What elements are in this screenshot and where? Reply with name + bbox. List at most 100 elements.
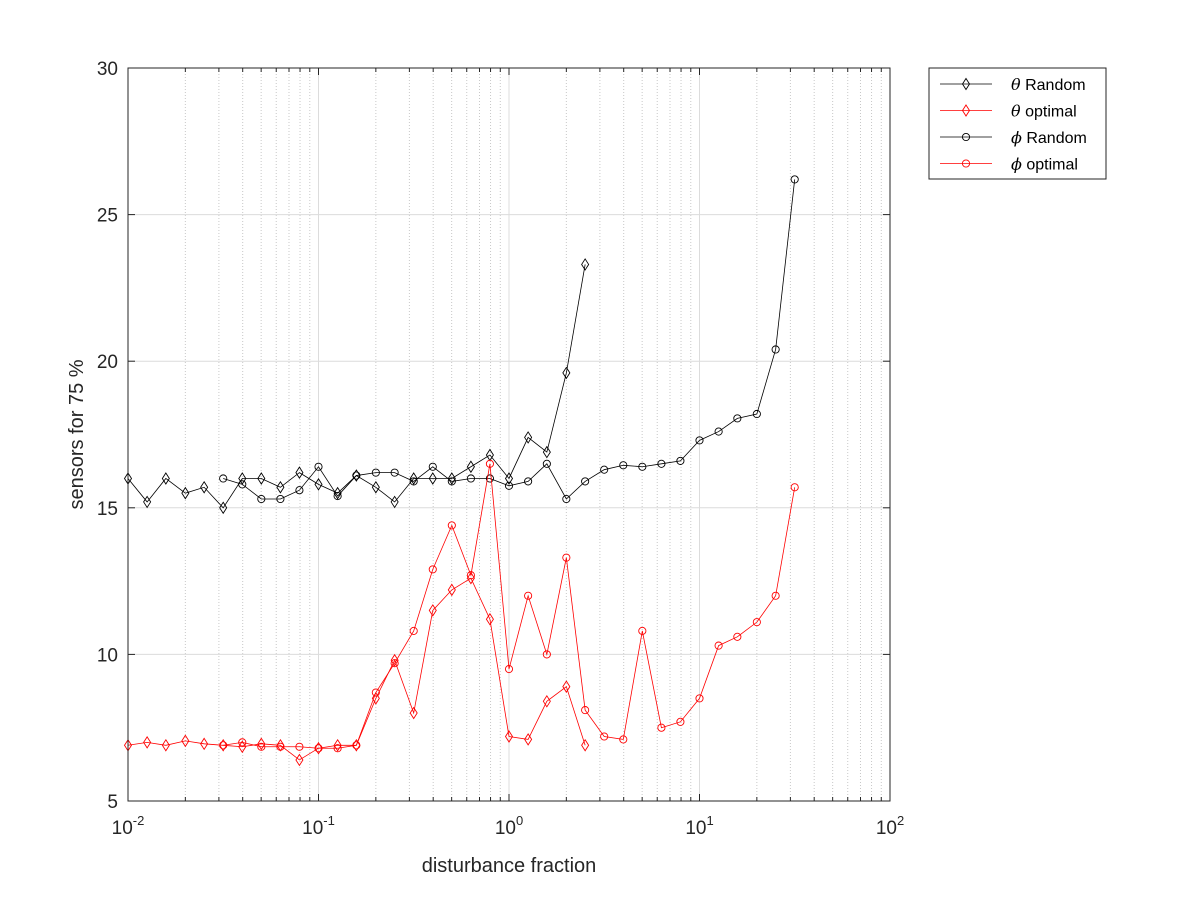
x-tick-label: 102 <box>876 813 904 839</box>
legend-marker-circle <box>961 159 971 168</box>
data-point <box>390 653 399 667</box>
data-point <box>562 494 571 504</box>
data-point <box>542 650 551 659</box>
data-point <box>790 175 799 184</box>
data-point <box>333 738 342 752</box>
x-tick-label-exponent: -1 <box>323 813 335 828</box>
data-point <box>581 738 590 752</box>
x-tick-label-exponent: 2 <box>897 813 904 828</box>
data-point <box>562 680 571 693</box>
data-point <box>524 591 533 600</box>
data-point <box>352 741 361 750</box>
axes-frame <box>127 67 891 802</box>
data-point <box>581 258 590 271</box>
data-point <box>314 744 323 753</box>
x-tick-label: 10-2 <box>112 813 145 839</box>
data-point <box>333 492 342 501</box>
data-point <box>485 612 494 626</box>
legend-marker-circle <box>961 132 971 142</box>
data-point <box>466 571 475 585</box>
data-point <box>295 486 304 495</box>
legend-label: ϕ optimal <box>1011 155 1078 174</box>
data-point <box>524 733 533 746</box>
series-2 <box>219 175 799 504</box>
data-point <box>219 738 228 752</box>
data-point <box>390 495 399 509</box>
data-point <box>619 735 628 744</box>
data-point <box>257 742 266 751</box>
data-point <box>181 734 190 748</box>
legend-entry: θ Random <box>940 75 1086 94</box>
data-point <box>638 462 647 471</box>
legend-label: θ Random <box>1011 75 1086 94</box>
legend-label-text: optimal <box>1021 104 1077 121</box>
data-point <box>390 659 399 668</box>
x-tick-label-exponent: 1 <box>706 813 713 828</box>
data-point <box>581 706 590 715</box>
y-tick-label: 25 <box>97 206 118 227</box>
legend-label: ϕ Random <box>1011 128 1087 147</box>
data-point <box>524 431 533 444</box>
legend-entry: θ optimal <box>940 102 1077 121</box>
data-point <box>790 483 799 492</box>
data-point <box>219 741 228 750</box>
data-point <box>333 486 342 500</box>
legend-label-text: Random <box>1021 77 1086 94</box>
series-line <box>223 179 796 500</box>
series-3 <box>219 459 799 753</box>
legend-label-symbol: ϕ <box>1011 128 1022 147</box>
data-point <box>143 736 152 749</box>
legend-entry: ϕ optimal <box>940 155 1078 174</box>
legend-box <box>928 67 1107 180</box>
data-point <box>295 753 304 767</box>
x-tick-label: 100 <box>495 813 523 839</box>
legend-entry: ϕ Random <box>940 128 1087 147</box>
y-tick-label: 15 <box>97 499 118 520</box>
data-point <box>600 732 609 741</box>
data-point <box>428 462 437 471</box>
data-point <box>524 477 533 486</box>
data-point <box>485 459 494 468</box>
data-point <box>352 469 361 482</box>
x-tick-label: 10-1 <box>302 813 335 839</box>
y-axis-label: sensors for 75 % <box>66 359 88 509</box>
data-point <box>676 717 685 726</box>
legend-label-text: Random <box>1022 130 1087 147</box>
data-point <box>447 477 456 486</box>
legend-marker-diamond <box>961 77 971 91</box>
y-tick-label: 20 <box>97 352 118 373</box>
x-tick-label-base: 10 <box>876 818 897 839</box>
data-point <box>657 723 666 732</box>
data-point <box>714 427 723 436</box>
data-point <box>352 738 361 752</box>
legend-label-symbol: θ <box>1011 102 1021 121</box>
data-point <box>200 480 209 494</box>
y-tick-label: 10 <box>97 645 118 666</box>
data-point <box>485 474 494 483</box>
x-tick-label-base: 10 <box>112 818 133 839</box>
data-point <box>295 466 304 479</box>
data-point <box>181 486 190 500</box>
data-point <box>562 366 571 380</box>
x-tick-label-exponent: 0 <box>516 813 523 828</box>
data-point <box>409 706 418 720</box>
y-tick-label: 5 <box>107 792 118 813</box>
data-point <box>771 345 780 354</box>
data-point <box>276 742 285 751</box>
data-point <box>238 738 247 747</box>
legend-label-symbol: ϕ <box>1011 155 1022 174</box>
data-point <box>276 480 285 494</box>
data-point <box>161 738 170 752</box>
data-point <box>219 501 228 515</box>
data-point <box>466 474 475 483</box>
data-point <box>390 468 399 477</box>
legend-label-symbol: θ <box>1011 75 1021 94</box>
data-point <box>504 665 514 674</box>
x-tick-label: 101 <box>685 813 713 839</box>
data-point <box>314 741 323 755</box>
data-point <box>466 571 475 580</box>
data-point <box>161 472 170 485</box>
